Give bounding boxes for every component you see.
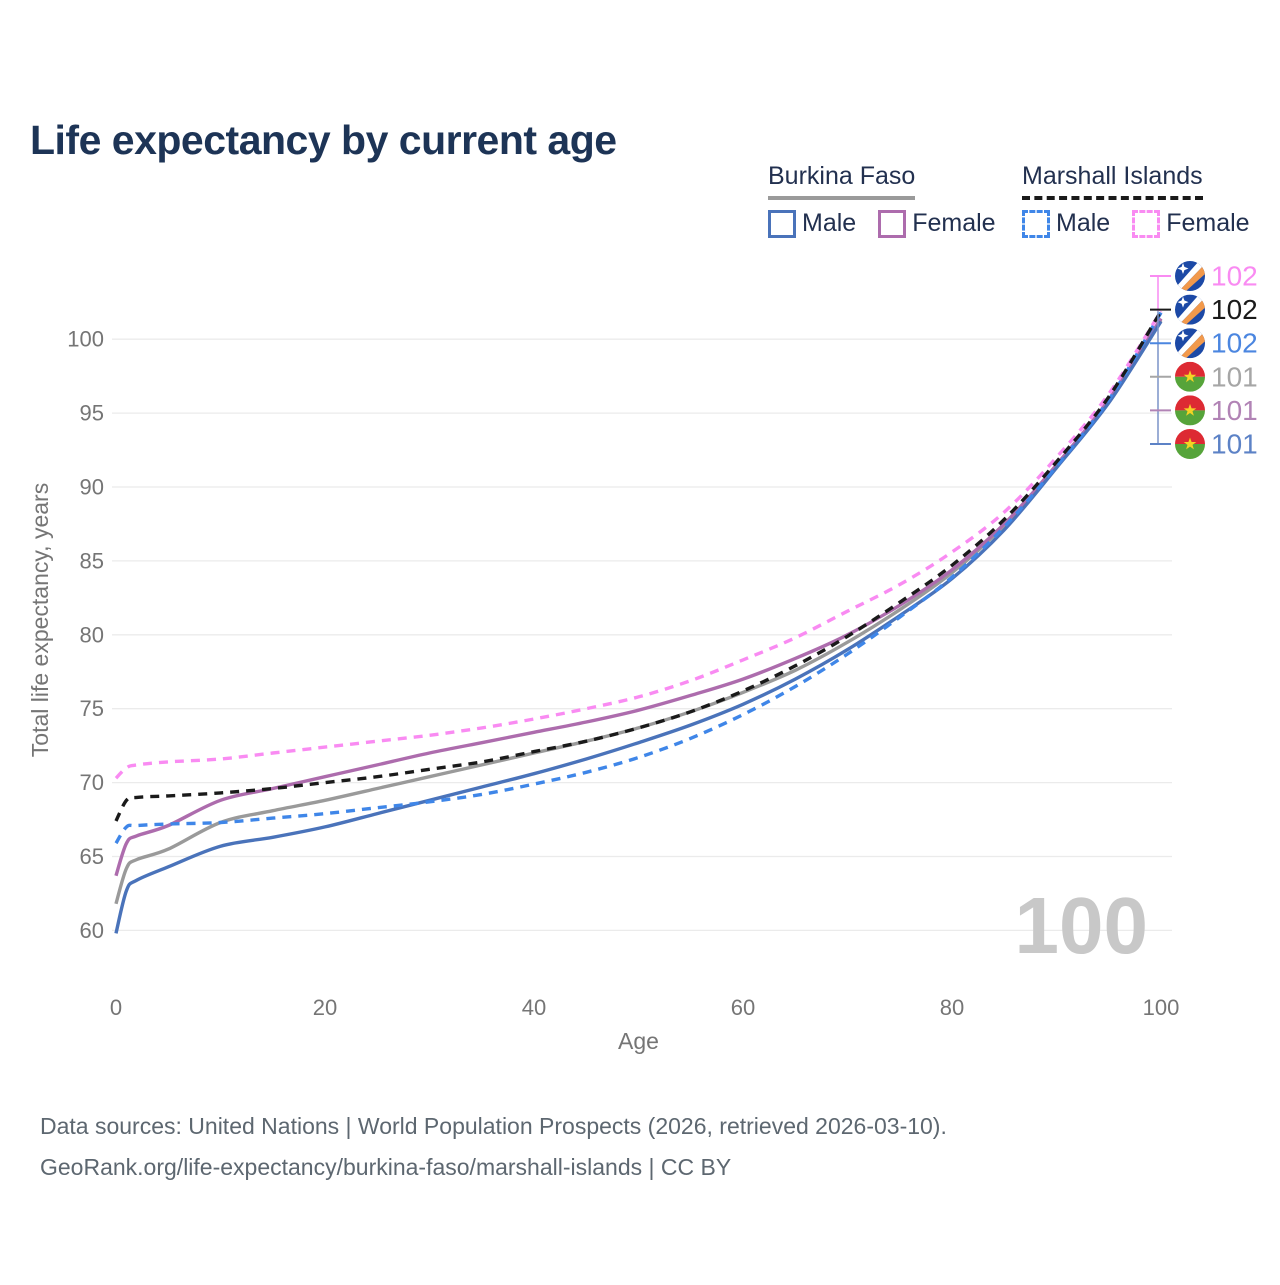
footer: Data sources: United Nations | World Pop… (40, 1106, 947, 1189)
series-line-burkina-faso-female (114, 317, 1163, 877)
marshall-islands-flag-icon (1175, 294, 1205, 325)
y-tick-label: 85 (80, 548, 104, 573)
legend-item-bf-male: Male (768, 209, 856, 238)
legend-label: Male (1056, 209, 1111, 237)
series-line-marshall-islands-female (114, 310, 1163, 780)
burkina-faso-flag-icon (1175, 429, 1205, 459)
y-tick-label: 100 (67, 327, 104, 352)
bf-male-swatch-icon (768, 209, 796, 238)
y-tick-label: 65 (80, 844, 104, 869)
end-value-label-burkina-faso: 101 (1211, 361, 1258, 392)
x-tick-label: 80 (940, 995, 964, 1020)
y-tick-label: 80 (80, 622, 104, 647)
x-tick-label: 20 (313, 995, 337, 1020)
mi-male-swatch-icon (1022, 209, 1050, 238)
legend-label: Male (802, 209, 857, 237)
mi-female-swatch-icon (1132, 209, 1161, 238)
end-value-label-burkina-faso-female: 101 (1211, 395, 1258, 426)
legend-item-mi-female: Female (1132, 209, 1250, 238)
burkina-faso-flag-icon (1175, 395, 1205, 426)
legend-header-marshall-islands: Marshall Islands (1022, 162, 1203, 190)
y-axis-title: Total life expectancy, years (27, 483, 53, 757)
watermark-age-label: 100 (1015, 881, 1148, 970)
end-value-label-marshall-islands-male: 102 (1211, 328, 1258, 359)
footer-url-line: GeoRank.org/life-expectancy/burkina-faso… (40, 1154, 732, 1181)
marshall-islands-flag-icon (1175, 261, 1205, 291)
burkina-faso-flag-icon (1175, 361, 1205, 392)
footer-datasource-line: Data sources: United Nations | World Pop… (40, 1113, 947, 1139)
x-tick-label: 100 (1143, 995, 1180, 1020)
end-value-label-burkina-faso-male: 101 (1211, 429, 1258, 460)
y-tick-label: 70 (80, 770, 104, 795)
legend-label: Female (912, 209, 996, 237)
legend-header-burkina-faso: Burkina Faso (768, 162, 916, 190)
legend-group-burkina-faso: Burkina Faso Male Female (768, 162, 996, 238)
series-line-marshall-islands-male (114, 311, 1163, 845)
legend-item-mi-male: Male (1022, 209, 1110, 238)
legend-item-bf-female: Female (878, 209, 996, 238)
end-value-label-marshall-islands: 102 (1211, 294, 1258, 325)
bf-female-swatch-icon (878, 209, 907, 238)
marshall-islands-flag-icon (1175, 328, 1205, 359)
legend-label: Female (1166, 209, 1250, 237)
y-tick-label: 75 (80, 696, 104, 721)
x-axis-title: Age (618, 1028, 659, 1054)
x-tick-label: 60 (731, 995, 755, 1020)
end-value-label-marshall-islands-female: 102 (1211, 261, 1258, 292)
series-line-marshall-islands (114, 310, 1163, 822)
y-tick-label: 95 (80, 401, 104, 426)
x-tick-label: 40 (522, 995, 546, 1020)
legend-group-marshall-islands: Marshall Islands Male Female (1022, 162, 1250, 238)
x-tick-label: 0 (110, 995, 122, 1020)
y-tick-label: 60 (80, 918, 104, 943)
series-line-burkina-faso-male (114, 320, 1163, 934)
page-title: Life expectancy by current age (30, 117, 617, 164)
series-line-burkina-faso (114, 319, 1163, 905)
y-tick-label: 90 (80, 475, 104, 500)
